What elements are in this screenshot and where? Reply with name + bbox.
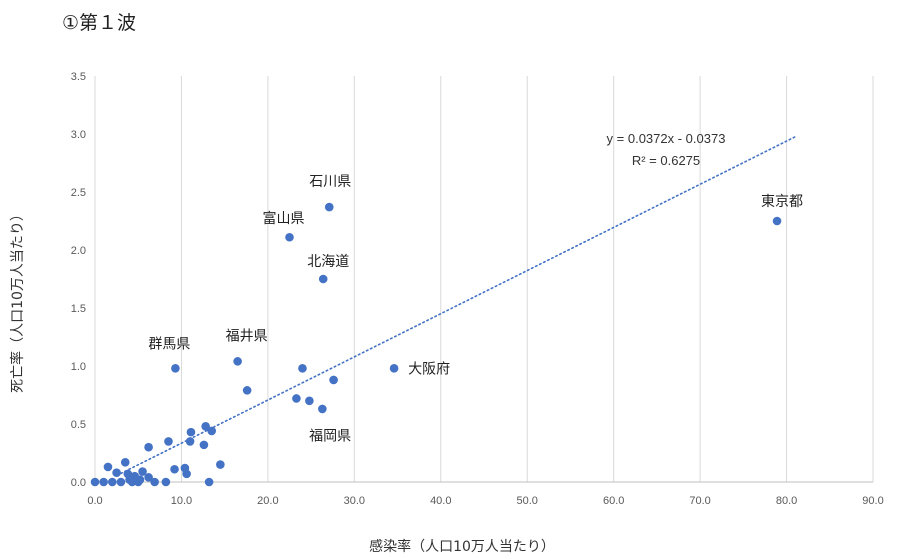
- data-point: [171, 364, 180, 373]
- data-point: [389, 364, 399, 373]
- data-point: [285, 232, 294, 242]
- data-point: [186, 427, 196, 437]
- data-point: [144, 442, 153, 452]
- chart-title: ①第１波: [62, 12, 137, 34]
- x-tick-label: 30.0: [344, 495, 365, 507]
- y-tick-label: 1.5: [71, 303, 86, 315]
- trendline: [120, 135, 797, 475]
- data-point: [144, 473, 153, 482]
- data-point: [112, 468, 121, 478]
- x-tick-label: 0.0: [87, 495, 102, 507]
- y-axis-title: 死亡率（人口10万人当たり）: [9, 207, 26, 393]
- data-point: [318, 404, 327, 414]
- trendline-group: [120, 135, 797, 475]
- data-point: [90, 477, 100, 487]
- x-tick-label: 20.0: [257, 495, 278, 507]
- data-point: [185, 437, 195, 446]
- data-point: [207, 426, 216, 436]
- data-point: [170, 464, 179, 474]
- y-tick-label: 1.0: [71, 361, 86, 373]
- x-tick-label: 10.0: [171, 495, 192, 507]
- data-point: [233, 357, 242, 366]
- grid-lines: [180, 76, 874, 482]
- data-points: [90, 202, 782, 487]
- y-tick-label: 0.0: [71, 477, 86, 489]
- data-point: [99, 477, 108, 487]
- data-point: [199, 440, 209, 450]
- trendline-r-squared: R² = 0.6275: [632, 153, 700, 168]
- point-label: 石川県: [309, 174, 351, 190]
- data-point: [324, 202, 334, 212]
- y-tick-label: 3.5: [71, 71, 86, 83]
- y-tick-label: 0.5: [71, 419, 86, 431]
- point-label: 福井県: [226, 328, 268, 344]
- x-tick-label: 70.0: [689, 495, 710, 507]
- y-tick-label: 3.0: [71, 129, 86, 141]
- data-point: [182, 469, 191, 479]
- data-point: [292, 394, 301, 403]
- data-point: [116, 477, 126, 487]
- data-point: [201, 422, 210, 431]
- point-label: 北海道: [307, 254, 349, 270]
- point-label: 群馬県: [148, 336, 190, 352]
- annotation-label: 福岡県: [309, 429, 351, 445]
- x-tick-label: 90.0: [862, 495, 883, 507]
- data-point: [318, 274, 328, 284]
- x-tick-label: 80.0: [776, 495, 797, 507]
- x-axis-title: 感染率（人口10万人当たり）: [369, 538, 555, 555]
- x-tick-label: 60.0: [603, 495, 624, 507]
- data-point: [329, 375, 338, 385]
- data-point: [161, 477, 171, 487]
- data-point: [135, 475, 145, 484]
- data-point: [120, 457, 130, 467]
- y-tick-label: 2.5: [71, 187, 86, 199]
- x-tick-label: 40.0: [430, 495, 451, 507]
- axes: 0.0 10.0 20.0 30.0 40.0 50.0 60.0 70.0 80.0 90.0 0…: [71, 71, 884, 507]
- data-point: [216, 460, 225, 469]
- data-point: [772, 216, 782, 226]
- point-label: 大阪府: [408, 361, 450, 377]
- data-point: [103, 462, 113, 472]
- trendline-equation: y = 0.0372x - 0.0373: [607, 131, 726, 146]
- data-point: [305, 396, 314, 406]
- point-label: 東京都: [761, 194, 803, 210]
- point-label: 富山県: [263, 210, 305, 227]
- y-tick-label: 2.0: [71, 245, 86, 257]
- data-point: [298, 364, 307, 373]
- data-point: [164, 437, 173, 446]
- x-tick-label: 50.0: [517, 495, 538, 507]
- data-point: [204, 477, 214, 487]
- data-point: [107, 477, 117, 487]
- data-point: [242, 386, 252, 395]
- data-point: [150, 477, 159, 487]
- data-point: [138, 467, 147, 476]
